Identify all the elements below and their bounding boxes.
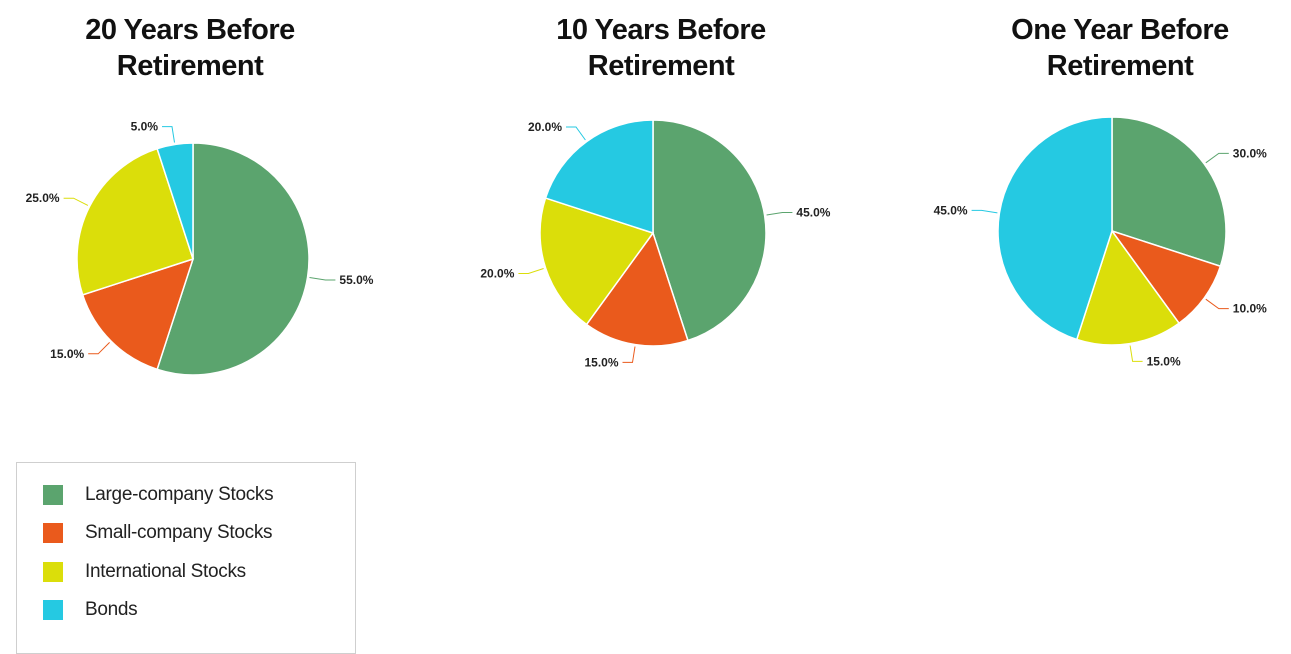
leader-line <box>309 277 336 281</box>
pie-slice-bonds <box>544 119 654 235</box>
legend-swatch <box>43 562 63 582</box>
pie-charts: 55.0% 15.0% 25.0% 5.0% 45.0% 15.0% 20.0% 20.0% 3… <box>26 116 1267 376</box>
leader-line <box>971 209 998 214</box>
data-label: 45.0% <box>796 206 830 220</box>
leader-line <box>88 342 110 355</box>
pie-slice-bonds <box>997 116 1113 341</box>
chart-title-line: 10 Years Before <box>556 14 766 46</box>
legend: Large-company Stocks Small-company Stock… <box>16 462 356 654</box>
chart-title-line: Retirement <box>1046 50 1194 82</box>
data-label: 15.0% <box>1147 354 1181 368</box>
chart-title-one-year: One Year Before Retirement <box>960 12 1280 84</box>
legend-label: Bonds <box>85 599 138 620</box>
data-label: 15.0% <box>584 355 618 369</box>
data-label: 10.0% <box>1233 302 1267 316</box>
legend-item-bonds: Bonds <box>43 598 138 622</box>
data-label: 15.0% <box>50 347 84 361</box>
chart-title-line: Retirement <box>116 50 264 82</box>
pie-slice-bonds <box>156 142 194 260</box>
legend-swatch <box>43 600 63 620</box>
pie-slice-large-company-stocks <box>652 119 767 342</box>
pie-slice-small-company-stocks <box>585 231 689 347</box>
data-label: 55.0% <box>339 273 373 287</box>
data-label: 20.0% <box>480 267 514 281</box>
chart-title-10-years: 10 Years Before Retirement <box>501 12 821 84</box>
chart-title-line: 20 Years Before <box>85 14 295 46</box>
legend-swatch <box>43 523 63 543</box>
pie-slice-small-company-stocks <box>1110 229 1222 325</box>
pie-slice-international-stocks <box>1075 229 1181 346</box>
data-label: 30.0% <box>1233 146 1267 160</box>
leader-line <box>766 212 793 216</box>
pie-slice-international-stocks <box>539 197 655 326</box>
leader-line <box>518 268 544 274</box>
leader-line <box>162 126 175 143</box>
pie-slice-large-company-stocks <box>1111 116 1227 268</box>
leader-line <box>1129 345 1143 362</box>
legend-label: Small-company Stocks <box>85 522 273 543</box>
chart-title-line: One Year Before <box>1011 14 1229 46</box>
legend-item-large-company: Large-company Stocks <box>43 483 274 507</box>
leader-line <box>63 197 89 206</box>
legend-item-international: International Stocks <box>43 560 246 584</box>
leader-line <box>1205 152 1229 164</box>
data-label: 5.0% <box>131 120 159 134</box>
data-label: 45.0% <box>934 203 968 217</box>
pie-slice-international-stocks <box>76 147 194 296</box>
legend-label: Large-company Stocks <box>85 484 274 505</box>
leader-line <box>566 126 586 141</box>
data-label: 20.0% <box>528 120 562 134</box>
legend-label: International Stocks <box>85 561 246 582</box>
leader-line <box>622 346 636 363</box>
data-label: 25.0% <box>26 191 60 205</box>
chart-title-20-years: 20 Years Before Retirement <box>30 12 350 84</box>
legend-item-small-company: Small-company Stocks <box>43 521 273 545</box>
leader-line <box>1205 298 1229 310</box>
pie-slice-large-company-stocks <box>156 142 310 376</box>
chart-title-line: Retirement <box>587 50 735 82</box>
legend-swatch <box>43 485 63 505</box>
